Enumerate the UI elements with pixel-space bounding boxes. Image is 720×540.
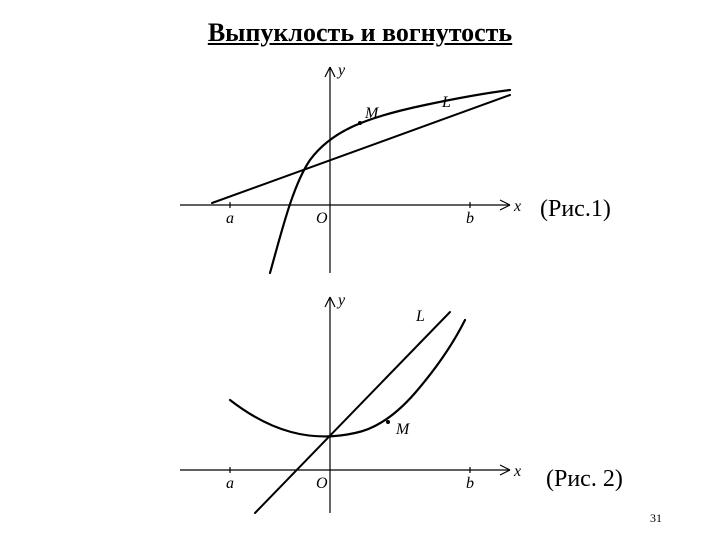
- svg-text:M: M: [395, 421, 411, 438]
- svg-text:a: a: [226, 210, 234, 227]
- svg-text:b: b: [466, 210, 474, 227]
- svg-text:b: b: [466, 475, 474, 492]
- figure-2: y x Oa b M L: [170, 285, 530, 525]
- svg-text:L: L: [415, 308, 425, 325]
- page-number: 31: [650, 511, 662, 526]
- page: Выпуклость и вогнутость yxOabML (Рис.1) …: [0, 0, 720, 540]
- svg-text:O: O: [316, 210, 328, 227]
- svg-text:M: M: [364, 105, 380, 122]
- svg-text:x: x: [513, 463, 521, 480]
- svg-text:L: L: [441, 94, 451, 111]
- svg-text:y: y: [336, 62, 346, 79]
- figure-1-caption: (Рис.1): [540, 196, 611, 223]
- svg-text:y: y: [336, 292, 346, 309]
- page-title: Выпуклость и вогнутость: [0, 18, 720, 48]
- svg-text:a: a: [226, 475, 234, 492]
- svg-text:O: O: [316, 475, 328, 492]
- figure-1: y x Oa b M L: [170, 55, 530, 285]
- svg-text:x: x: [513, 198, 521, 215]
- figure-2-caption: (Рис. 2): [546, 466, 623, 493]
